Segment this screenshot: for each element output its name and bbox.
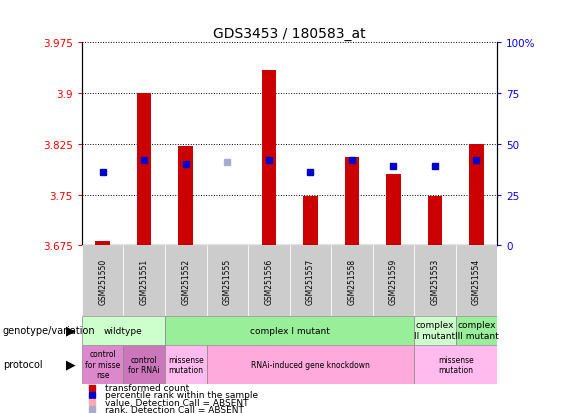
Text: value, Detection Call = ABSENT: value, Detection Call = ABSENT [105, 398, 248, 407]
Text: GSM251554: GSM251554 [472, 258, 481, 304]
Bar [123, 345, 165, 384]
Text: complex
III mutant: complex III mutant [455, 321, 498, 340]
Bar [82, 316, 165, 345]
Text: control
for misse
nse: control for misse nse [85, 350, 120, 379]
Text: wildtype: wildtype [104, 326, 143, 335]
Text: GSM251550: GSM251550 [98, 258, 107, 304]
Text: protocol: protocol [3, 359, 42, 370]
Text: missense
mutation: missense mutation [168, 355, 203, 374]
Text: genotype/variation: genotype/variation [3, 325, 95, 335]
Bar [414, 316, 455, 345]
Bar [207, 246, 248, 316]
Bar [469, 145, 484, 246]
Text: GSM251552: GSM251552 [181, 258, 190, 304]
Bar [248, 246, 289, 316]
Text: transformed count: transformed count [105, 383, 189, 392]
Text: complex
II mutant: complex II mutant [414, 321, 455, 340]
Bar [289, 246, 331, 316]
Bar [262, 70, 276, 246]
Bar [179, 147, 193, 246]
Text: missense
mutation: missense mutation [438, 355, 473, 374]
Text: GSM251558: GSM251558 [347, 258, 357, 304]
Bar [82, 345, 123, 384]
Text: percentile rank within the sample: percentile rank within the sample [105, 390, 258, 399]
Bar [345, 158, 359, 246]
Text: GSM251555: GSM251555 [223, 258, 232, 304]
Bar [414, 345, 497, 384]
Bar [82, 246, 123, 316]
Text: ▶: ▶ [66, 324, 76, 337]
Bar [414, 246, 455, 316]
Text: GSM251553: GSM251553 [431, 258, 440, 304]
Text: GSM251559: GSM251559 [389, 258, 398, 304]
Text: GSM251551: GSM251551 [140, 258, 149, 304]
Text: RNAi-induced gene knockdown: RNAi-induced gene knockdown [251, 360, 370, 369]
Bar [95, 241, 110, 246]
Text: ▶: ▶ [66, 358, 76, 371]
Bar [123, 246, 165, 316]
Bar [331, 246, 373, 316]
Bar [165, 246, 207, 316]
Bar [386, 175, 401, 246]
Bar [165, 316, 414, 345]
Bar [455, 246, 497, 316]
Bar [137, 94, 151, 246]
Bar [303, 197, 318, 246]
Text: control
for RNAi: control for RNAi [128, 355, 160, 374]
Bar [428, 197, 442, 246]
Title: GDS3453 / 180583_at: GDS3453 / 180583_at [213, 27, 366, 41]
Text: complex I mutant: complex I mutant [250, 326, 329, 335]
Text: rank, Detection Call = ABSENT: rank, Detection Call = ABSENT [105, 405, 244, 413]
Bar [373, 246, 414, 316]
Bar [207, 345, 414, 384]
Text: GSM251557: GSM251557 [306, 258, 315, 304]
Text: GSM251556: GSM251556 [264, 258, 273, 304]
Bar [165, 345, 207, 384]
Bar [456, 316, 497, 345]
